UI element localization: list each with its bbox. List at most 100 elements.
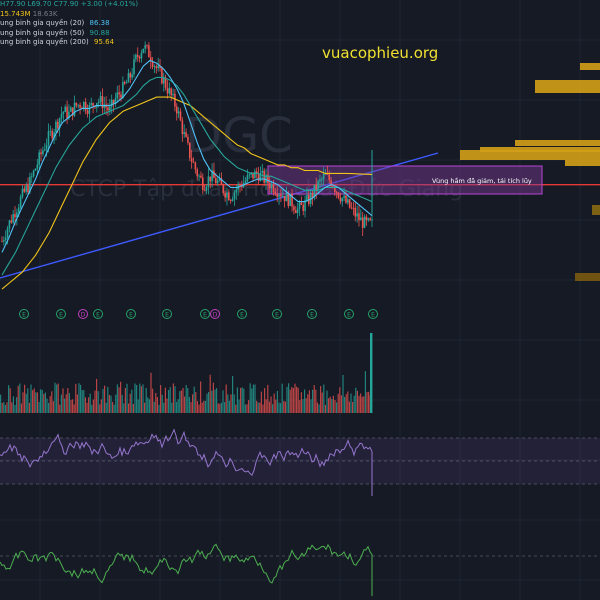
volume-bar [1,402,3,413]
volume-bar [204,400,206,413]
candle-body [122,82,124,98]
volume-bar [196,401,198,413]
volume-bar [65,394,67,413]
candle-body [354,207,357,217]
volume-bar [156,396,158,413]
ma20-line [1,59,373,253]
volume-bar [244,404,246,413]
volume-bar [257,402,259,413]
volume-bar [353,395,355,413]
candle-body [68,111,70,119]
volume-bar [14,404,16,413]
volume-bar [217,403,219,413]
volume-bar [272,404,274,413]
candle-body [51,131,54,139]
volume-bar [60,394,62,413]
volume-bar [219,403,221,413]
candle-body [309,192,312,204]
legend-ma50-label: ung binh gia quyền (50) [0,28,85,37]
candle-body [298,202,301,209]
legend-ma20-label: ung binh gia quyền (20) [0,19,85,28]
volume-bar [180,390,182,413]
event-marker-label: E [275,312,279,319]
legend-ma50: ung binh gia quyền (50) 90.88 [0,29,138,39]
event-marker-label: E [96,312,100,319]
legend-ma50-value: 90.88 [89,28,110,37]
volume-bar [155,392,157,413]
event-marker-label: E [59,312,63,319]
volume-bar [280,403,282,413]
volume-bar [308,390,310,413]
volume-bar [108,394,110,413]
candle-body [101,96,104,108]
volume-bar [148,399,150,413]
candle-body [58,118,61,129]
candle-body [367,218,370,221]
volume-bar [158,404,160,413]
volume-bar [84,397,86,413]
volume-bar [166,398,168,413]
candle-body [254,171,256,179]
volume-bar [43,393,45,413]
volume-bar [334,400,336,413]
candle-body [149,57,152,62]
candle-body [259,172,262,181]
volume-bar [57,383,59,413]
candle-body [337,192,340,198]
candle-body [83,101,85,109]
volume-bar [137,399,139,413]
candle-body [235,189,238,193]
candle-body [257,173,260,181]
volume-bar [252,384,254,413]
candle-body [248,174,251,176]
volume-bar [299,400,301,413]
volume-bar [115,394,117,413]
volume-bar [291,387,293,413]
candle-body [62,112,65,115]
volume-bar [206,393,208,413]
candle-body [300,202,303,205]
volume-bar [318,404,320,413]
event-marker [78,309,88,319]
legend-ohlc-row: H77.90 L69.70 C77.90 +3.00 (+4.01%) [0,0,138,10]
volume-bar [33,388,35,413]
candle-body [207,176,210,188]
event-marker [200,309,210,319]
volume-bar [246,404,248,413]
volume-bar [80,384,82,413]
candle-body [168,88,171,94]
legend-ma200-label: ung binh gia quyền (200) [0,38,89,47]
volume-bar [193,386,195,413]
volume-bar [91,404,93,413]
volume-bar [9,388,11,413]
event-marker [210,309,220,319]
volume-bar [100,399,102,413]
candle-body [148,45,150,58]
candle-body [157,65,159,69]
candle-body [14,214,16,218]
volume-bar [289,389,291,413]
candle-body [280,194,282,197]
volume-bar [264,388,266,413]
event-marker-label: E [371,312,375,319]
candle-body [311,192,314,198]
volume-bar [222,390,224,413]
candle-body [153,66,156,68]
watermark-ticker: DGC [185,108,293,164]
candle-body [27,185,29,193]
volume-bar [51,391,53,413]
volume-bar [230,394,232,413]
candle-body [320,179,323,181]
candle-body [278,194,280,197]
candle-body [23,188,26,192]
volume-bar [64,398,66,413]
candle-body [246,175,249,181]
volume-bar [328,398,330,413]
candle-body [272,183,275,193]
candle-body [306,195,308,201]
event-marker-label: E [22,312,26,319]
volume-bar [25,393,27,413]
candle-body [274,192,277,194]
candle-body [116,92,119,99]
volume-bar [161,394,163,413]
